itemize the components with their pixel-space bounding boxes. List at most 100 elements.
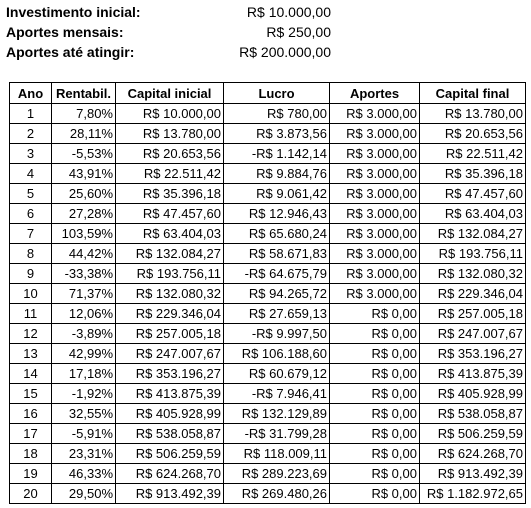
initial-investment-label: Investimento inicial:	[6, 4, 141, 20]
cell-ano: 1	[9, 103, 52, 124]
cell-capital-inicial: R$ 13.780,00	[115, 123, 224, 144]
cell-rentabilidade: 44,42%	[51, 243, 116, 264]
cell-rentabilidade: 32,55%	[51, 403, 116, 424]
cell-capital-inicial: R$ 413.875,39	[115, 383, 224, 404]
cell-capital-final: R$ 229.346,04	[419, 283, 526, 304]
table-row: 17 -5,91% R$ 538.058,87 -R$ 31.799,28 R$ 0,0…	[9, 423, 526, 444]
cell-lucro: R$ 94.265,72	[223, 283, 330, 304]
cell-capital-inicial: R$ 63.404,03	[115, 223, 224, 244]
cell-rentabilidade: 43,91%	[51, 163, 116, 184]
table-row: 16 32,55% R$ 405.928,99 R$ 132.129,89 R$ 0,0…	[9, 403, 526, 424]
cell-aportes: R$ 3.000,00	[329, 183, 420, 204]
cell-ano: 2	[9, 123, 52, 144]
cell-lucro: R$ 289.223,69	[223, 463, 330, 484]
cell-capital-inicial: R$ 624.268,70	[115, 463, 224, 484]
cell-rentabilidade: 71,37%	[51, 283, 116, 304]
cell-ano: 14	[9, 363, 52, 384]
cell-ano: 12	[9, 323, 52, 344]
table-row: 9 -33,38% R$ 193.756,11 -R$ 64.675,79 R$ 3.0…	[9, 263, 526, 284]
cell-capital-final: R$ 13.780,00	[419, 103, 526, 124]
cell-aportes: R$ 3.000,00	[329, 123, 420, 144]
cell-rentabilidade: -33,38%	[51, 263, 116, 284]
monthly-contribution-value: R$ 250,00	[266, 24, 331, 40]
contribution-target-label: Aportes até atingir:	[6, 44, 135, 60]
cell-ano: 15	[9, 383, 52, 404]
cell-capital-final: R$ 22.511,42	[419, 143, 526, 164]
header-row: Ano Rentabil. Capital inicial Lucro Apor…	[9, 82, 526, 104]
cell-aportes: R$ 3.000,00	[329, 283, 420, 304]
cell-lucro: -R$ 7.946,41	[223, 383, 330, 404]
cell-aportes: R$ 0,00	[329, 423, 420, 444]
cell-aportes: R$ 0,00	[329, 323, 420, 344]
table-row: 11 12,06% R$ 229.346,04 R$ 27.659,13 R$ 0,00…	[9, 303, 526, 324]
cell-rentabilidade: -1,92%	[51, 383, 116, 404]
cell-ano: 11	[9, 303, 52, 324]
header-aportes: Aportes	[329, 82, 420, 104]
cell-capital-final: R$ 353.196,27	[419, 343, 526, 364]
table-row: 20 29,50% R$ 913.492,39 R$ 269.480,26 R$ 0,0…	[9, 483, 526, 504]
cell-aportes: R$ 0,00	[329, 303, 420, 324]
cell-capital-inicial: R$ 229.346,04	[115, 303, 224, 324]
cell-aportes: R$ 3.000,00	[329, 203, 420, 224]
cell-aportes: R$ 0,00	[329, 463, 420, 484]
cell-capital-inicial: R$ 10.000,00	[115, 103, 224, 124]
cell-ano: 13	[9, 343, 52, 364]
cell-capital-final: R$ 257.005,18	[419, 303, 526, 324]
table-body: 1 7,80% R$ 10.000,00 R$ 780,00 R$ 3.000,00 R$…	[9, 103, 526, 504]
cell-capital-final: R$ 193.756,11	[419, 243, 526, 264]
cell-capital-final: R$ 413.875,39	[419, 363, 526, 384]
table-row: 19 46,33% R$ 624.268,70 R$ 289.223,69 R$ 0,0…	[9, 463, 526, 484]
table-row: 18 23,31% R$ 506.259,59 R$ 118.009,11 R$ 0,0…	[9, 443, 526, 464]
cell-rentabilidade: 12,06%	[51, 303, 116, 324]
cell-capital-final: R$ 405.928,99	[419, 383, 526, 404]
cell-capital-inicial: R$ 132.080,32	[115, 283, 224, 304]
header-ano: Ano	[9, 82, 52, 104]
cell-lucro: R$ 9.061,42	[223, 183, 330, 204]
cell-capital-inicial: R$ 132.084,27	[115, 243, 224, 264]
cell-capital-inicial: R$ 506.259,59	[115, 443, 224, 464]
cell-capital-final: R$ 132.080,32	[419, 263, 526, 284]
cell-aportes: R$ 3.000,00	[329, 223, 420, 244]
table-row: 14 17,18% R$ 353.196,27 R$ 60.679,12 R$ 0,00…	[9, 363, 526, 384]
cell-rentabilidade: 42,99%	[51, 343, 116, 364]
cell-rentabilidade: 46,33%	[51, 463, 116, 484]
cell-rentabilidade: 23,31%	[51, 443, 116, 464]
cell-rentabilidade: 25,60%	[51, 183, 116, 204]
cell-capital-final: R$ 506.259,59	[419, 423, 526, 444]
cell-aportes: R$ 0,00	[329, 343, 420, 364]
cell-lucro: -R$ 64.675,79	[223, 263, 330, 284]
summary-row-initial-investment: Investimento inicial: R$ 10.000,00	[6, 2, 336, 22]
cell-lucro: R$ 3.873,56	[223, 123, 330, 144]
cell-capital-inicial: R$ 913.492,39	[115, 483, 224, 504]
cell-lucro: R$ 9.884,76	[223, 163, 330, 184]
cell-rentabilidade: 7,80%	[51, 103, 116, 124]
cell-capital-final: R$ 63.404,03	[419, 203, 526, 224]
cell-rentabilidade: 27,28%	[51, 203, 116, 224]
cell-aportes: R$ 3.000,00	[329, 243, 420, 264]
cell-lucro: -R$ 31.799,28	[223, 423, 330, 444]
cell-lucro: R$ 269.480,26	[223, 483, 330, 504]
cell-capital-final: R$ 1.182.972,65	[419, 483, 526, 504]
cell-ano: 10	[9, 283, 52, 304]
cell-capital-inicial: R$ 22.511,42	[115, 163, 224, 184]
cell-capital-final: R$ 913.492,39	[419, 463, 526, 484]
summary-row-monthly-contribution: Aportes mensais: R$ 250,00	[6, 22, 336, 42]
table-row: 8 44,42% R$ 132.084,27 R$ 58.671,83 R$ 3.000…	[9, 243, 526, 264]
table-row: 10 71,37% R$ 132.080,32 R$ 94.265,72 R$ 3.00…	[9, 283, 526, 304]
cell-aportes: R$ 0,00	[329, 363, 420, 384]
cell-ano: 4	[9, 163, 52, 184]
table-row: 7 103,59% R$ 63.404,03 R$ 65.680,24 R$ 3.000…	[9, 223, 526, 244]
cell-ano: 3	[9, 143, 52, 164]
table-row: 5 25,60% R$ 35.396,18 R$ 9.061,42 R$ 3.000,0…	[9, 183, 526, 204]
table-row: 2 28,11% R$ 13.780,00 R$ 3.873,56 R$ 3.000,0…	[9, 123, 526, 144]
cell-aportes: R$ 3.000,00	[329, 263, 420, 284]
cell-capital-final: R$ 538.058,87	[419, 403, 526, 424]
header-capital-inicial: Capital inicial	[115, 82, 224, 104]
cell-lucro: R$ 12.946,43	[223, 203, 330, 224]
cell-capital-inicial: R$ 47.457,60	[115, 203, 224, 224]
cell-ano: 7	[9, 223, 52, 244]
cell-lucro: R$ 58.671,83	[223, 243, 330, 264]
table-row: 4 43,91% R$ 22.511,42 R$ 9.884,76 R$ 3.000,0…	[9, 163, 526, 184]
cell-capital-final: R$ 624.268,70	[419, 443, 526, 464]
cell-ano: 5	[9, 183, 52, 204]
